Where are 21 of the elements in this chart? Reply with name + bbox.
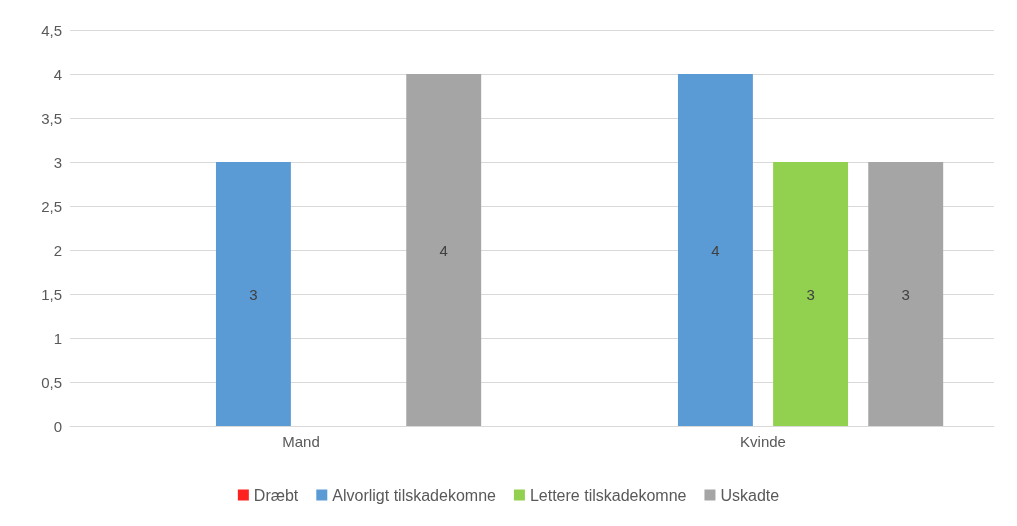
y-tick-label: 2,5 [41, 197, 62, 215]
data-label: 4 [711, 241, 720, 259]
legend-label: Alvorligt tilskadekomne [332, 486, 497, 504]
data-label: 3 [806, 285, 815, 303]
legend-label: Dræbt [253, 486, 299, 504]
y-tick-label: 3,5 [41, 109, 62, 127]
y-tick-label: 4,5 [41, 21, 62, 39]
y-tick-label: 0,5 [41, 373, 62, 391]
data-label: 3 [249, 285, 258, 303]
x-tick-label: Kvinde [740, 433, 786, 450]
y-tick-label: 3 [53, 153, 62, 171]
legend-label: Uskadte [720, 486, 780, 504]
y-tick-label: 1 [53, 329, 62, 347]
data-label: 3 [901, 285, 910, 303]
y-tick-label: 4 [53, 65, 62, 83]
y-tick-label: 0 [53, 417, 62, 435]
y-tick-label: 1,5 [41, 285, 62, 303]
legend-label: Lettere tilskadekomne [529, 486, 687, 504]
y-tick-label: 2 [53, 241, 62, 259]
data-label: 4 [439, 241, 448, 259]
x-tick-label: Mand [282, 433, 320, 450]
